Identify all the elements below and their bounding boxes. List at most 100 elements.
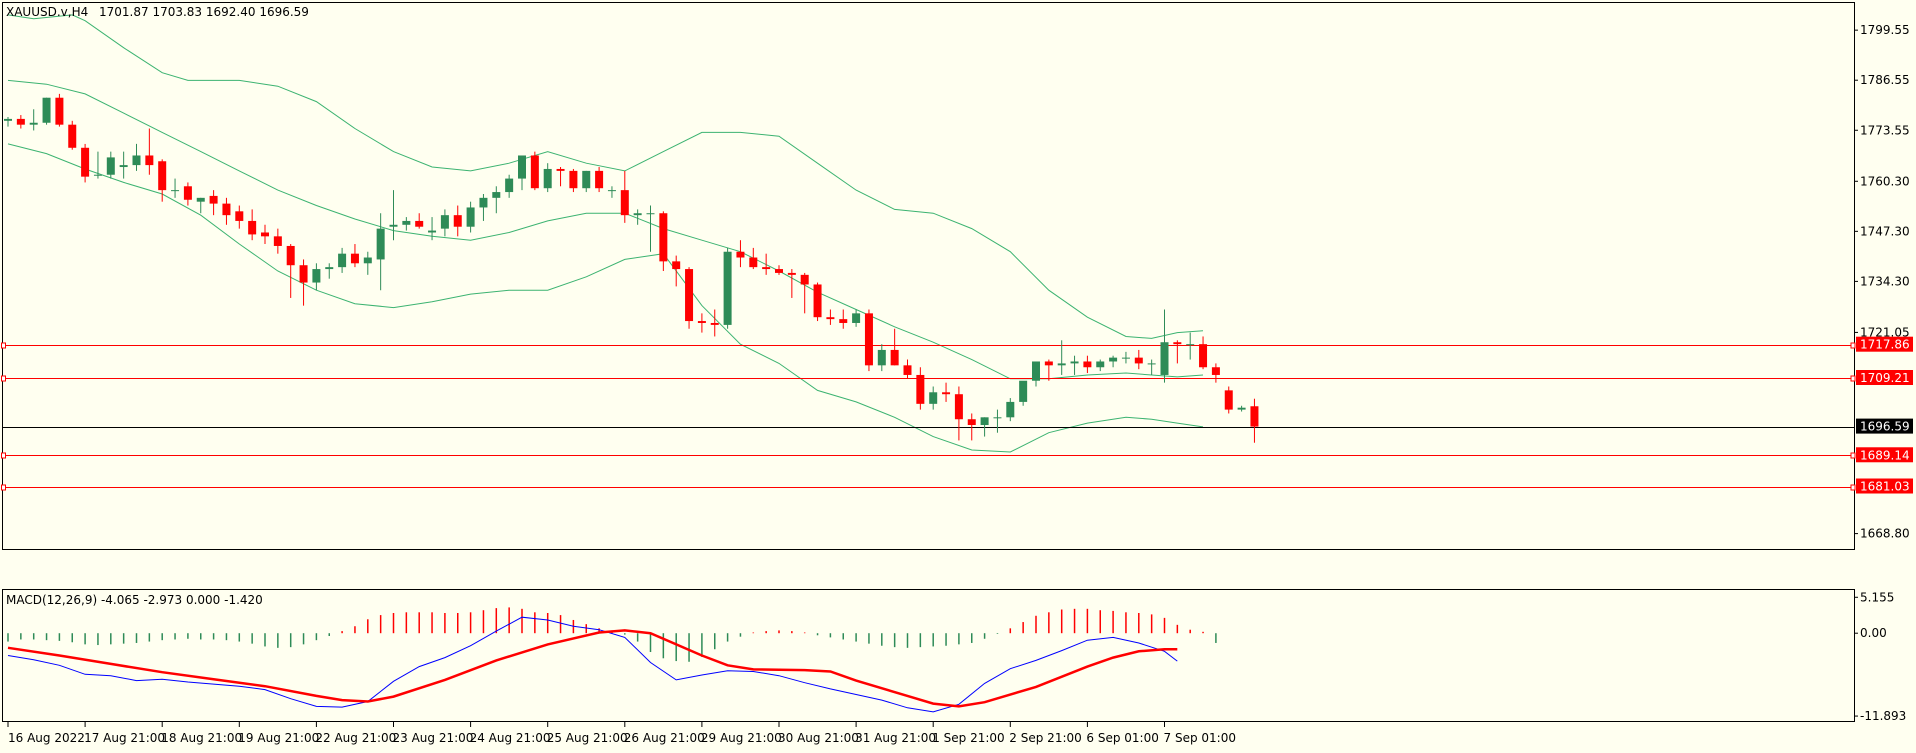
level-price-tag-label: 1689.14 [1860, 448, 1910, 462]
level-handle-right[interactable] [1850, 375, 1856, 382]
time-tick-label: 6 Sep 01:00 [1086, 731, 1158, 745]
candle-body [363, 257, 372, 264]
time-tick-label: 17 Aug 21:00 [84, 731, 165, 745]
candle-body [145, 155, 154, 166]
candle-body [1199, 344, 1208, 368]
candle-body [106, 157, 115, 175]
candle-body [42, 97, 51, 123]
candle-body [1250, 406, 1259, 427]
candle-body [389, 224, 398, 227]
candle-body [1083, 361, 1092, 368]
candle-body [209, 195, 218, 204]
candle-body [530, 155, 539, 189]
price-tick-label: 1786.55 [1860, 73, 1910, 87]
candle-body [1173, 342, 1182, 345]
candle-body [1044, 361, 1053, 366]
bollinger-lower-line [7, 143, 1204, 453]
candle-body [633, 213, 642, 216]
candle-body [376, 228, 385, 260]
candle-body [916, 374, 925, 404]
level-price-tag-label: 1709.21 [1860, 371, 1910, 385]
candle-body [890, 349, 899, 366]
candle-body [582, 170, 591, 189]
candle-body [235, 211, 244, 221]
candle-body [903, 365, 912, 375]
time-tick-label: 29 Aug 21:00 [701, 731, 782, 745]
price-tick-label: 1773.55 [1860, 123, 1910, 137]
price-axis: 1799.55 1786.55 1773.55 1760.30 1747.30 1734.… [1854, 23, 1913, 541]
time-tick-label: 1 Sep 21:00 [932, 731, 1004, 745]
candle-body [1070, 361, 1079, 364]
candle-body [685, 269, 694, 322]
candle-body [1032, 361, 1040, 381]
level-price-tag-label: 1717.86 [1860, 338, 1910, 352]
price-tick-label: 1760.30 [1860, 174, 1910, 188]
candle-body [672, 261, 681, 270]
candle-body [492, 192, 501, 198]
level-price-tag-label: 1681.03 [1860, 480, 1910, 494]
price-tick-label: 1747.30 [1860, 224, 1910, 238]
macd-tick-label: 0.00 [1860, 626, 1887, 640]
time-tick-label: 7 Sep 01:00 [1164, 731, 1236, 745]
candle-body [1109, 357, 1118, 362]
candle-body [196, 197, 205, 202]
level-price-tag [1856, 336, 1913, 352]
candle-body [1186, 344, 1195, 346]
candle-body [273, 236, 282, 246]
candle-body [415, 220, 424, 227]
time-tick-label: 18 Aug 21:00 [161, 731, 242, 745]
candle-body [1237, 407, 1246, 410]
current-price-tag [1856, 418, 1913, 434]
main-panel-border [2, 2, 1855, 550]
macd-info-label: MACD(12,26,9) -4.065 -2.973 0.000 -1.420 [6, 593, 263, 607]
candle-body [453, 215, 462, 227]
candle-body [800, 274, 809, 285]
price-tick-label: 1799.55 [1860, 23, 1910, 37]
candle-body [81, 147, 90, 177]
candle-body [993, 417, 1002, 419]
candle-body [1057, 363, 1066, 366]
candle-body [839, 319, 848, 323]
level-handle-right[interactable] [1850, 452, 1856, 459]
macd-signal-line [7, 629, 1178, 708]
level-handle-right[interactable] [1850, 484, 1856, 491]
candle-body [710, 322, 719, 325]
candle-body [980, 417, 989, 426]
level-handle-right[interactable] [1850, 342, 1856, 349]
time-tick-label: 22 Aug 21:00 [315, 731, 396, 745]
level-handle-left[interactable] [1, 484, 6, 491]
candle-body [440, 215, 449, 229]
candle-body [697, 321, 706, 323]
candlesticks [4, 93, 1259, 443]
candle-body [1211, 367, 1220, 375]
time-tick-label: 24 Aug 21:00 [470, 731, 551, 745]
candle-body [286, 245, 295, 266]
horizontal-levels[interactable] [1, 342, 1856, 491]
time-tick-label: 23 Aug 21:00 [393, 731, 474, 745]
candle-body [929, 392, 938, 404]
candle-body [607, 190, 616, 192]
candle-body [556, 168, 565, 171]
candle-body [132, 155, 141, 166]
candle-body [826, 317, 835, 320]
time-tick-label: 19 Aug 21:00 [238, 731, 319, 745]
level-handle-left[interactable] [1, 342, 6, 349]
candle-body [93, 174, 102, 176]
candle-body [29, 122, 38, 125]
level-handle-left[interactable] [1, 375, 6, 382]
candle-body [877, 349, 886, 366]
candle-body [1121, 357, 1130, 359]
level-handle-left[interactable] [1, 452, 6, 459]
price-tick-label: 1734.30 [1860, 274, 1910, 288]
level-price-tag [1856, 447, 1913, 463]
candle-body [4, 118, 12, 121]
candle-body [864, 313, 873, 366]
candle-body [350, 253, 359, 264]
candle-body [813, 284, 822, 318]
candle-body [1006, 401, 1015, 418]
time-tick-label: 26 Aug 21:00 [624, 731, 705, 745]
candle-body [723, 251, 732, 325]
level-price-tag [1856, 369, 1913, 385]
